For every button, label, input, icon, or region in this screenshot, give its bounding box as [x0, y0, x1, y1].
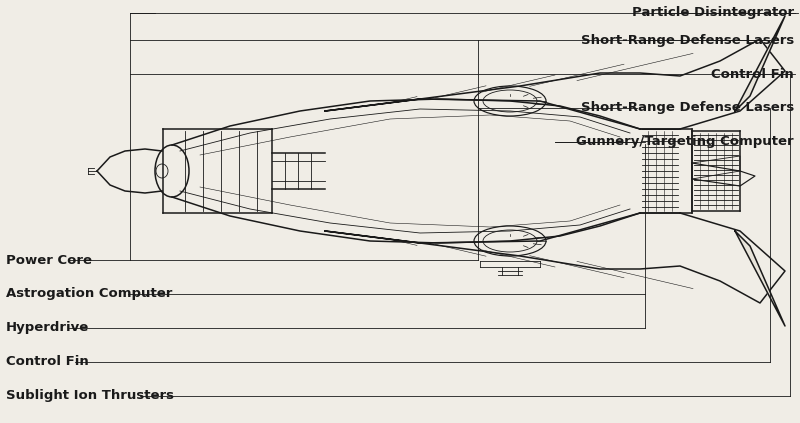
Text: Hyperdrive: Hyperdrive — [6, 321, 90, 334]
Text: Gunnery/Targeting Computer: Gunnery/Targeting Computer — [576, 135, 794, 148]
Text: Particle Disintegrator: Particle Disintegrator — [632, 6, 794, 19]
Text: Control Fin: Control Fin — [6, 355, 89, 368]
Text: Control Fin: Control Fin — [711, 68, 794, 80]
Polygon shape — [735, 231, 785, 326]
Text: Sublight Ion Thrusters: Sublight Ion Thrusters — [6, 389, 174, 402]
Text: Astrogation Computer: Astrogation Computer — [6, 288, 172, 300]
Polygon shape — [735, 16, 785, 111]
Text: Short-Range Defense Lasers: Short-Range Defense Lasers — [581, 102, 794, 114]
Text: Power Core: Power Core — [6, 254, 92, 266]
Text: Short-Range Defense Lasers: Short-Range Defense Lasers — [581, 34, 794, 47]
